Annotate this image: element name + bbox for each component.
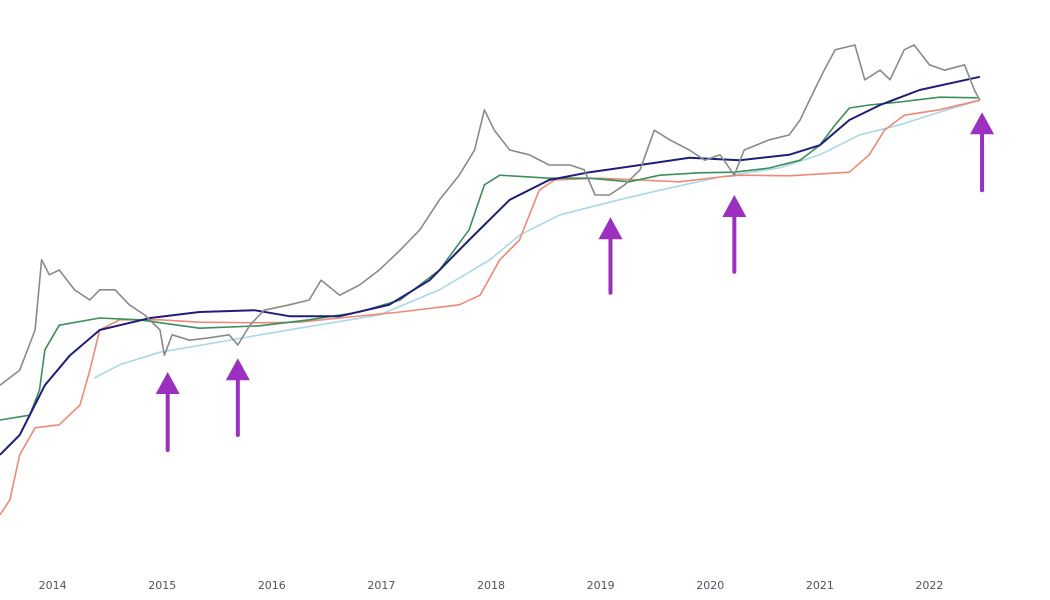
price-line — [0, 44, 981, 386]
x-tick-label: 2022 — [915, 579, 943, 592]
up-arrow-icon — [598, 217, 623, 295]
green-line — [0, 96, 978, 421]
x-tick-label: 2014 — [39, 579, 67, 592]
x-tick-label: 2021 — [806, 579, 834, 592]
up-arrow-icon — [155, 372, 180, 452]
x-tick-label: 2019 — [587, 579, 615, 592]
x-tick-label: 2018 — [477, 579, 505, 592]
up-arrow-icon — [970, 112, 995, 193]
annotation-arrows — [155, 112, 995, 452]
series-lines — [0, 44, 981, 516]
x-axis: 2014 2015 2016 2017 2018 2019 2020 2021 … — [39, 579, 944, 592]
salmon-line — [0, 99, 981, 516]
x-tick-label: 2017 — [367, 579, 395, 592]
dark-blue-line — [0, 75, 981, 456]
x-tick-label: 2015 — [148, 579, 176, 592]
x-tick-label: 2020 — [696, 579, 724, 592]
x-tick-label: 2016 — [258, 579, 286, 592]
light-blue-line — [93, 99, 981, 379]
up-arrow-icon — [722, 195, 747, 274]
up-arrow-icon — [225, 358, 250, 437]
